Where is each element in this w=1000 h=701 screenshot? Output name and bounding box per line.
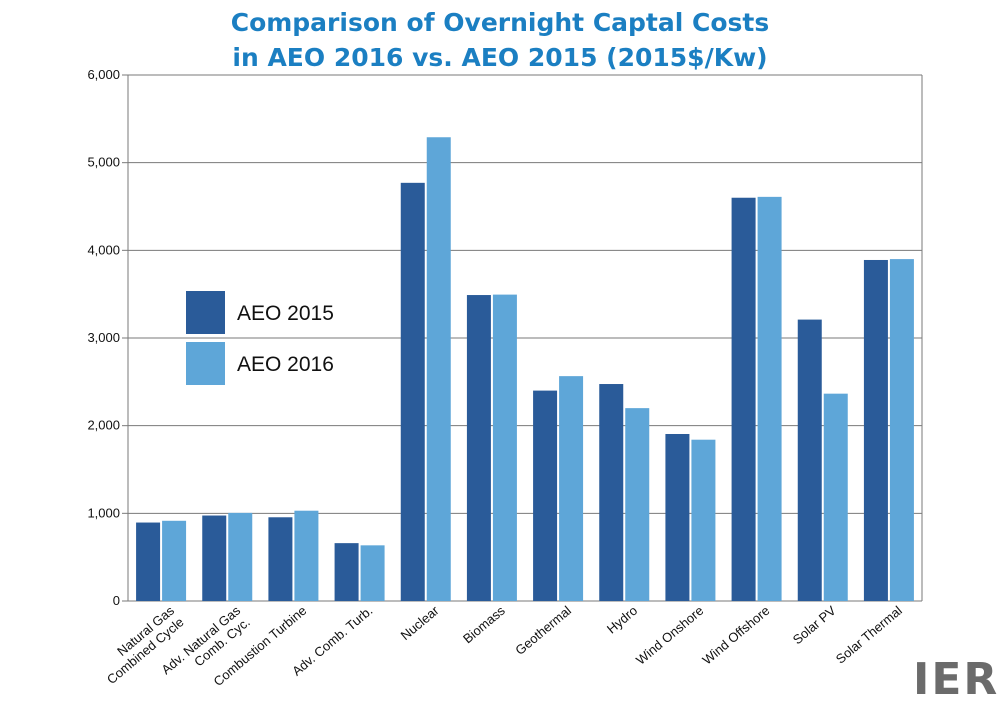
- chart-title: Comparison of Overnight Captal Costs in A…: [231, 8, 770, 72]
- bar-aeo-2016: [691, 439, 716, 601]
- bars: [136, 137, 914, 601]
- legend-label: AEO 2015: [237, 302, 334, 325]
- bar-aeo-2016: [426, 137, 451, 601]
- x-tick-label: Wind Offshore: [699, 603, 772, 668]
- bar-aeo-2016: [228, 512, 253, 601]
- y-tick-label: 1,000: [87, 505, 120, 520]
- y-tick-label: 6,000: [87, 67, 120, 82]
- bar-aeo-2015: [334, 543, 359, 601]
- x-tick-label: Natural GasCombined Cycle: [94, 602, 187, 687]
- bar-aeo-2016: [559, 376, 584, 601]
- x-tick-label: Biomass: [460, 602, 508, 646]
- y-tick-label: 0: [113, 593, 120, 608]
- x-tick-label-line: Biomass: [460, 602, 508, 646]
- x-tick-label-line: Solar Thermal: [833, 603, 905, 667]
- bar-aeo-2015: [665, 433, 690, 601]
- bar-aeo-2015: [202, 515, 227, 601]
- bar-aeo-2015: [599, 384, 624, 601]
- bar-aeo-2016: [162, 520, 187, 601]
- y-tick-label: 3,000: [87, 330, 120, 345]
- x-tick-label: Solar Thermal: [833, 603, 905, 667]
- x-tick-label-line: Hydro: [604, 603, 640, 637]
- x-tick-label: Nuclear: [398, 602, 442, 643]
- x-tick-label-line: Wind Onshore: [633, 603, 706, 668]
- bar-aeo-2015: [533, 390, 558, 601]
- y-axis-ticks: 0 1,000 2,000 3,000 4,000 5,000 6,000: [87, 67, 120, 608]
- bar-aeo-2016: [294, 510, 319, 601]
- bar-aeo-2015: [268, 517, 293, 601]
- x-tick-label: Hydro: [604, 603, 640, 637]
- bar-aeo-2015: [466, 295, 491, 601]
- gridlines: [122, 74, 923, 602]
- x-tick-label: Wind Onshore: [633, 603, 706, 668]
- legend-label: AEO 2016: [237, 353, 334, 376]
- y-tick-label: 5,000: [87, 155, 120, 170]
- bar-aeo-2016: [889, 259, 914, 601]
- y-tick-label: 2,000: [87, 418, 120, 433]
- chart-title-line: Comparison of Overnight Captal Costs: [231, 8, 770, 37]
- bar-aeo-2015: [136, 522, 161, 601]
- bar-aeo-2015: [731, 197, 756, 601]
- chart-title-line: in AEO 2016 vs. AEO 2015 (2015$/Kw): [232, 43, 767, 72]
- x-tick-label: Geothermal: [512, 603, 574, 658]
- bar-aeo-2016: [757, 196, 782, 601]
- bar-aeo-2015: [863, 259, 888, 601]
- legend: AEO 2015 AEO 2016: [186, 291, 334, 385]
- legend-swatch: [186, 342, 225, 385]
- bar-aeo-2016: [492, 294, 517, 601]
- bar-aeo-2016: [625, 408, 650, 601]
- bar-aeo-2016: [823, 393, 848, 601]
- legend-swatch: [186, 291, 225, 334]
- bar-aeo-2016: [360, 545, 385, 601]
- x-tick-label-line: Solar PV: [790, 603, 839, 648]
- x-tick-label-line: Nuclear: [398, 602, 442, 643]
- bar-aeo-2015: [400, 182, 425, 601]
- ier-logo: IER: [913, 654, 999, 701]
- x-tick-label-line: Wind Offshore: [699, 603, 772, 668]
- x-tick-label-line: Geothermal: [512, 603, 574, 658]
- bar-aeo-2015: [797, 319, 822, 601]
- x-tick-label: Solar PV: [790, 603, 839, 648]
- y-tick-label: 4,000: [87, 242, 120, 257]
